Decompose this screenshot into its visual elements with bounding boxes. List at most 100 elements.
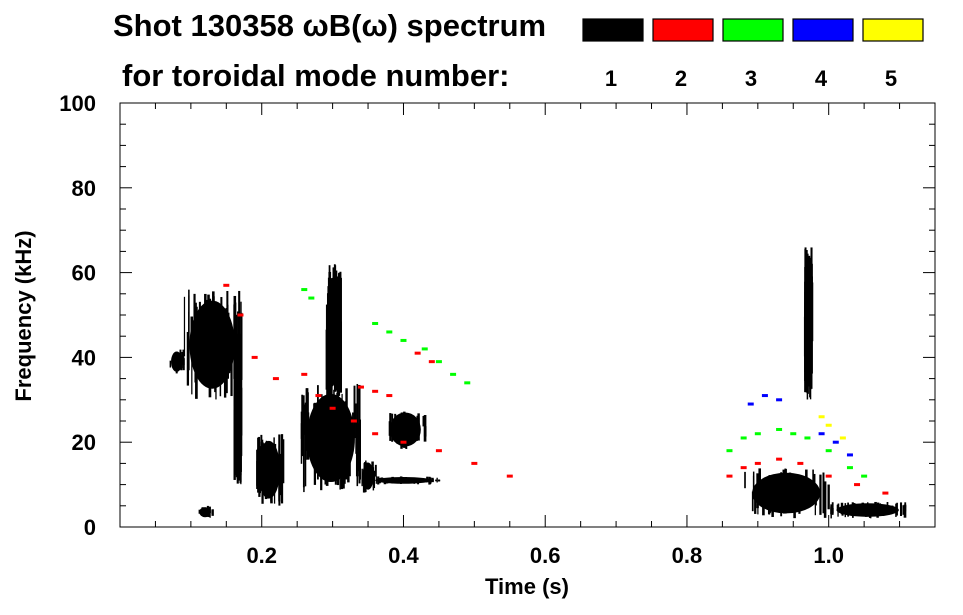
mode-1-streak: [351, 416, 354, 446]
mode-1-streak: [379, 477, 382, 482]
y-tick-label: 60: [72, 261, 96, 286]
mode-1-streak: [887, 506, 890, 513]
mode-1-streak: [326, 317, 328, 354]
x-tick-label: 0.4: [388, 543, 419, 568]
mode-1-streak: [265, 440, 268, 461]
x-tick-label: 1.0: [813, 543, 844, 568]
mode-1-streak: [333, 389, 335, 463]
mode-1-streak: [435, 479, 437, 482]
mode-1-streak: [234, 396, 236, 470]
mode-1-streak: [413, 424, 416, 434]
mode-1-streak: [316, 385, 319, 480]
mode-1-streak: [805, 469, 808, 492]
mode-1-streak: [364, 462, 367, 493]
mode-1-streak: [757, 478, 759, 505]
mode-1-streak: [268, 449, 271, 497]
mode-1-streak: [175, 352, 178, 365]
mode-3-point: [776, 427, 783, 431]
mode-1-streak: [204, 293, 207, 352]
mode-2-point: [237, 313, 244, 317]
mode-1-streak: [771, 481, 774, 517]
mode-1-streak: [311, 412, 314, 443]
mode-1-streak: [240, 312, 243, 380]
mode-1-streak: [320, 420, 323, 491]
mode-1-streak: [414, 478, 417, 484]
mode-1-streak: [336, 412, 339, 476]
mode-3-point: [740, 436, 747, 440]
mode-1-streak: [784, 488, 787, 514]
mode-4-point: [761, 394, 768, 398]
mode-3-point: [464, 381, 471, 385]
mode-1-streak: [437, 479, 441, 482]
mode-1-streak: [369, 466, 372, 479]
mode-2-point: [882, 491, 889, 495]
mode-1-streak: [751, 491, 754, 512]
mode-2-point: [223, 283, 230, 287]
mode-1-streak: [386, 478, 389, 484]
mode-1-streak: [272, 457, 275, 473]
mode-1-streak: [355, 423, 359, 477]
mode-1-streak: [788, 472, 792, 513]
mode-1-streak: [892, 509, 896, 514]
mode-1-streak: [423, 415, 427, 442]
mode-1-streak: [214, 313, 217, 393]
mode-2-point: [797, 461, 804, 465]
mode-1-streak: [774, 480, 778, 496]
mode-1-streak: [804, 302, 806, 358]
mode-1-streak: [234, 334, 237, 370]
mode-1-streak: [810, 289, 813, 364]
mode-1-streak: [809, 315, 812, 346]
mode-2-point: [506, 474, 513, 478]
mode-1-streak: [278, 434, 281, 502]
mode-3-point: [825, 449, 832, 453]
mode-1-streak: [840, 506, 843, 512]
mode-2-point: [350, 419, 357, 423]
mode-1-streak: [326, 313, 329, 389]
mode-1-streak: [428, 477, 432, 484]
mode-1-streak: [411, 477, 413, 483]
mode-1-streak: [229, 343, 233, 367]
mode-2-point: [251, 355, 258, 359]
mode-1-streak: [400, 416, 403, 449]
mode-3-point: [754, 432, 761, 436]
mode-1-streak: [240, 387, 243, 436]
mode-1-streak: [261, 468, 264, 504]
y-tick-label: 100: [59, 91, 96, 116]
mode-1-streak: [886, 502, 889, 508]
y-tick-label: 0: [84, 515, 96, 540]
mode-2-point: [825, 474, 832, 478]
plot-area: [169, 247, 907, 519]
mode-1-streak: [431, 477, 434, 482]
mode-1-streak: [215, 329, 219, 384]
mode-1-streak: [331, 415, 334, 474]
mode-1-streak: [238, 333, 241, 385]
mode-1-streak: [227, 331, 231, 373]
mode-3-point: [301, 288, 308, 292]
mode-1-streak: [823, 481, 827, 518]
mode-1-streak: [270, 464, 273, 504]
mode-1-streak: [195, 302, 197, 387]
mode-4-point: [776, 398, 783, 402]
mode-1-streak: [868, 508, 872, 518]
mode-1-streak: [209, 507, 211, 518]
mode-1-streak: [806, 489, 809, 506]
mode-1-streak: [406, 419, 408, 435]
mode-1-streak: [306, 412, 310, 460]
mode-1-streak: [339, 398, 341, 490]
mode-1-streak: [335, 285, 338, 376]
mode-1-streak: [391, 413, 394, 442]
mode-1-streak: [341, 401, 344, 487]
mode-2-point: [471, 461, 478, 465]
legend-swatch-2: [652, 18, 714, 42]
mode-1-streak: [313, 435, 315, 457]
x-tick-label: 0.8: [672, 543, 703, 568]
mode-1-streak: [358, 432, 361, 484]
mode-1-streak: [416, 479, 419, 483]
mode-1-streak: [412, 427, 415, 440]
mode-1-streak: [391, 476, 394, 482]
mode-1-streak: [182, 349, 185, 364]
mode-1-streak: [396, 478, 400, 481]
mode-1-streak: [776, 481, 778, 502]
chart-title: Shot 130358 ωB(ω) spectrum: [113, 8, 546, 43]
mode-1-streak: [396, 426, 399, 444]
